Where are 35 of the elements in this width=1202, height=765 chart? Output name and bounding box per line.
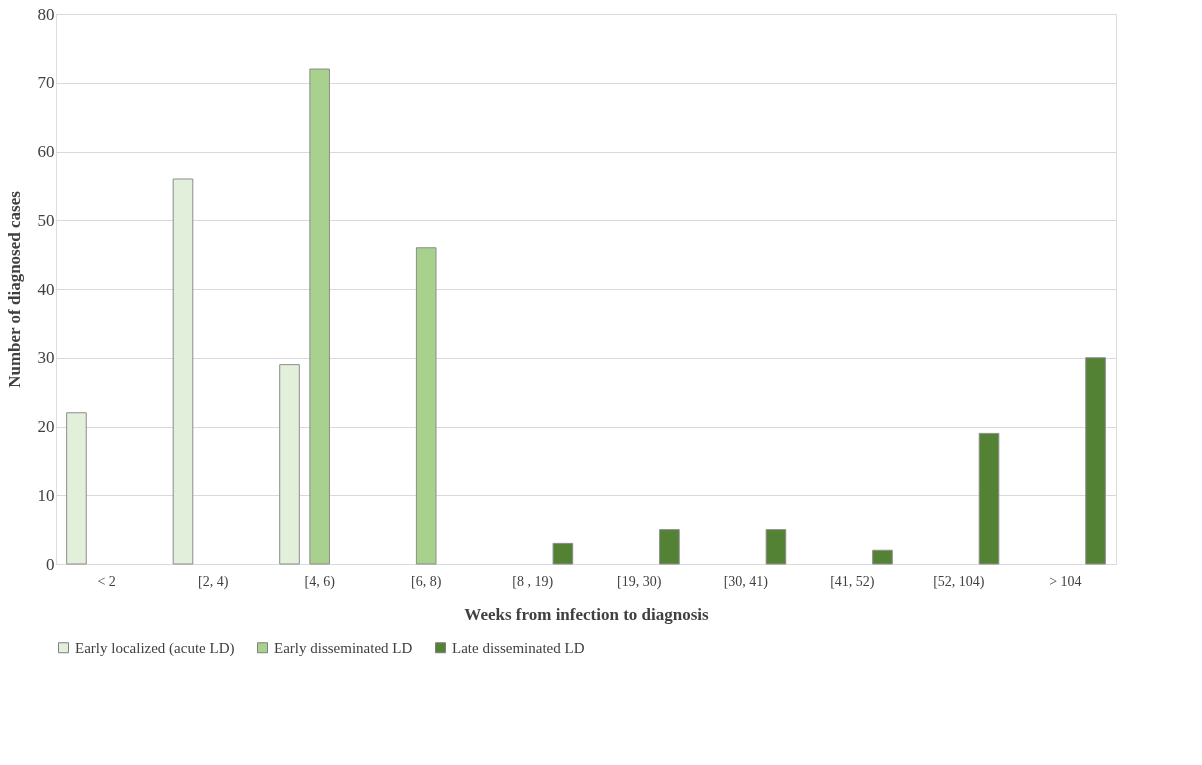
y-tick-label: 0 xyxy=(46,554,55,574)
y-tick-label: 60 xyxy=(37,142,55,161)
y-axis-title: Number of diagnosed cases xyxy=(4,190,24,388)
x-tick-label: [52, 104) xyxy=(933,573,985,590)
y-tick-label: 10 xyxy=(37,485,55,505)
bar xyxy=(659,529,680,565)
bar xyxy=(1085,357,1106,565)
y-tick-label: 70 xyxy=(37,73,55,93)
x-tick-label: [6, 8) xyxy=(411,573,442,590)
legend-label: Early disseminated LD xyxy=(274,639,413,656)
bar xyxy=(172,178,194,565)
x-tick-label: > 104 xyxy=(1049,573,1082,589)
bar xyxy=(309,68,330,565)
legend-label: Early localized (acute LD) xyxy=(75,639,235,657)
x-tick-label: < 2 xyxy=(97,573,116,589)
x-tick-label: [8 , 19) xyxy=(512,573,554,590)
bar xyxy=(415,247,437,565)
bar xyxy=(872,549,893,565)
bar xyxy=(978,432,1000,565)
y-tick-label: 20 xyxy=(37,417,55,436)
bar xyxy=(765,529,787,565)
x-tick-label: [30, 41) xyxy=(723,573,769,590)
y-tick-label: 40 xyxy=(37,279,55,299)
y-tick-label: 50 xyxy=(37,210,55,230)
y-tick-label: 30 xyxy=(37,348,55,368)
legend-label: Late disseminated LD xyxy=(452,639,585,656)
x-tick-label: [4, 6) xyxy=(304,573,336,590)
x-axis-title: Weeks from infection to diagnosis xyxy=(464,604,710,624)
bar xyxy=(66,412,87,565)
x-tick-label: [2, 4) xyxy=(197,573,229,590)
y-tick-label: 80 xyxy=(37,4,55,24)
bar xyxy=(552,542,574,565)
x-tick-label: [41, 52) xyxy=(830,573,875,590)
x-tick-label: [19, 30) xyxy=(617,573,662,590)
bar xyxy=(279,364,300,565)
